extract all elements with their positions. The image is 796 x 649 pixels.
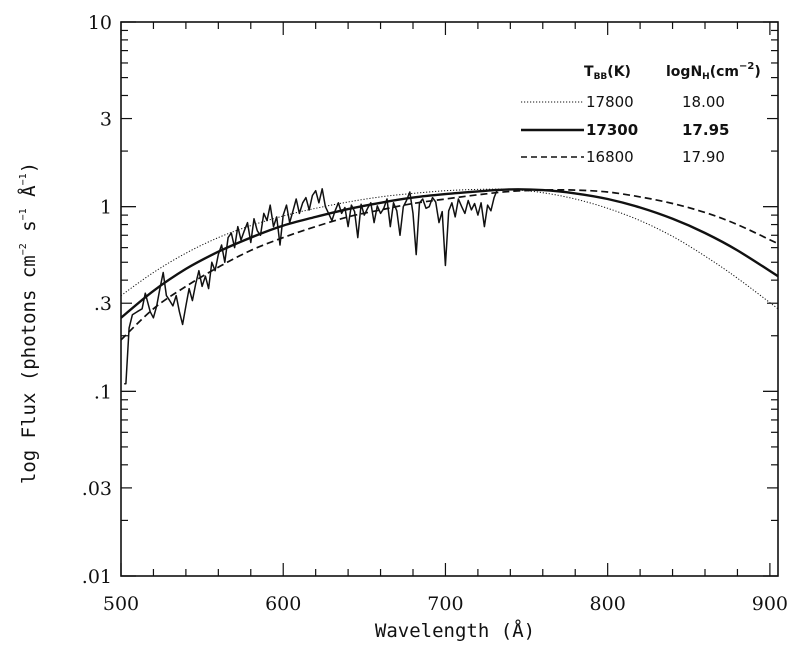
series-observed-line: [124, 188, 499, 385]
curves-layer: [120, 188, 779, 385]
y-tick-label: 3: [100, 109, 112, 131]
legend-nh-3: 17.90: [682, 148, 725, 166]
x-tick-label: 700: [427, 593, 463, 615]
y-axis-label: log Flux (photons cm−2 s−1 Å−1): [17, 162, 40, 484]
tick-labels-layer: 500 600 700 800 900 .01 .03 .1 .3 1 3 10: [82, 12, 788, 615]
x-tick-label: 900: [752, 593, 788, 615]
y-label-s: s: [18, 220, 40, 243]
y-tick-label: .03: [82, 478, 112, 500]
series-dotted-line: [120, 188, 779, 310]
ticks-layer: [120, 21, 778, 577]
legend-tbb-1: 17800: [586, 93, 634, 111]
y-tick-label: 1: [100, 197, 112, 219]
legend: TBB(K) logNH(cm−2) 17800 18.00 17300 17.…: [521, 61, 761, 166]
y-label-exp-cm: −2: [18, 243, 29, 255]
y-label-exp-s: −1: [18, 208, 29, 220]
x-tick-label: 800: [590, 593, 626, 615]
y-label-angstrom: Å: [17, 185, 40, 208]
plot-frame: [120, 21, 779, 577]
y-label-suffix: ): [18, 162, 40, 173]
x-tick-label: 600: [265, 593, 301, 615]
legend-nh-1: 18.00: [682, 93, 725, 111]
x-tick-label: 500: [103, 593, 139, 615]
y-tick-label: .3: [94, 293, 112, 315]
y-tick-label: .1: [94, 381, 112, 403]
legend-nh-2: 17.95: [682, 121, 729, 139]
y-label-exp-angstrom: −1: [18, 173, 29, 185]
series-solid-line: [120, 188, 779, 319]
legend-tbb-2: 17300: [586, 121, 638, 139]
legend-tbb-3: 16800: [586, 148, 634, 166]
y-tick-label: .01: [82, 566, 112, 588]
y-label-prefix: log Flux (photons cm: [18, 255, 40, 484]
legend-header-tbb: TBB(K): [584, 64, 631, 82]
series-dashed-line: [120, 188, 779, 341]
y-tick-label: 10: [88, 12, 112, 34]
x-axis-label: Wavelength (Å): [375, 619, 535, 642]
legend-header-nh: logNH(cm−2): [666, 61, 761, 82]
